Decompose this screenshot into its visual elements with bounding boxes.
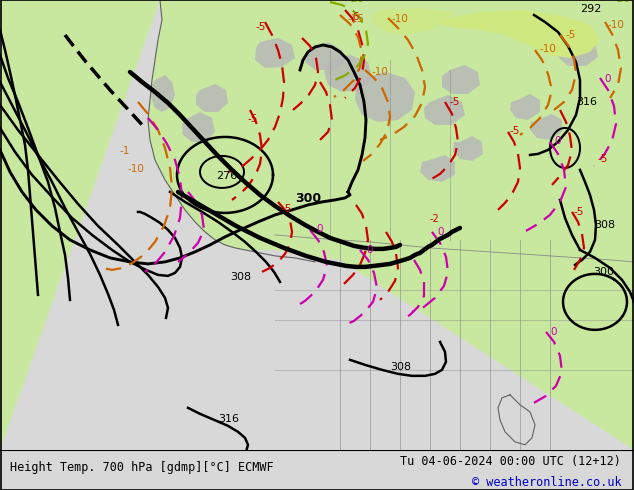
Polygon shape [510, 94, 540, 120]
Text: © weatheronline.co.uk: © weatheronline.co.uk [472, 476, 621, 490]
Text: -1: -1 [120, 146, 131, 156]
Polygon shape [420, 155, 455, 182]
Text: -6: -6 [350, 12, 360, 22]
Text: -20: -20 [614, 0, 631, 4]
Text: 0: 0 [604, 74, 611, 84]
Text: 0: 0 [316, 224, 323, 234]
Text: -5: -5 [598, 154, 609, 164]
Text: Tu 04-06-2024 00:00 UTC (12+12): Tu 04-06-2024 00:00 UTC (12+12) [401, 455, 621, 467]
Text: -5: -5 [510, 126, 521, 136]
Polygon shape [324, 55, 372, 92]
Text: -2: -2 [430, 214, 440, 224]
Text: 308: 308 [390, 362, 411, 372]
Text: 300: 300 [593, 267, 614, 277]
Text: 276: 276 [216, 171, 238, 181]
Text: -10: -10 [392, 14, 409, 24]
Text: -5: -5 [565, 30, 576, 40]
Polygon shape [424, 95, 465, 125]
Text: 0: 0 [437, 227, 444, 237]
Polygon shape [355, 72, 415, 122]
Polygon shape [305, 42, 345, 70]
Text: 300: 300 [295, 192, 321, 205]
Polygon shape [530, 114, 562, 140]
Text: -10: -10 [608, 20, 625, 30]
Text: 308: 308 [230, 272, 251, 282]
Polygon shape [440, 10, 600, 58]
Text: 316: 316 [576, 97, 597, 107]
Text: -5: -5 [255, 22, 266, 32]
Text: -15: -15 [348, 14, 365, 24]
Text: -10: -10 [372, 67, 389, 77]
Text: -5: -5 [574, 207, 585, 217]
Text: -5: -5 [248, 114, 259, 124]
Text: 316: 316 [218, 414, 239, 424]
Polygon shape [558, 38, 598, 66]
Text: 308: 308 [594, 220, 615, 230]
Polygon shape [0, 0, 634, 450]
Polygon shape [255, 38, 295, 68]
Text: 0: 0 [550, 327, 557, 337]
Text: -20: -20 [348, 0, 365, 4]
Text: -10: -10 [540, 44, 557, 54]
Text: -5: -5 [282, 204, 292, 214]
Polygon shape [442, 65, 480, 94]
Text: -10: -10 [128, 164, 145, 174]
Polygon shape [196, 84, 228, 112]
Text: -5: -5 [449, 97, 460, 107]
Polygon shape [182, 112, 215, 142]
Polygon shape [150, 75, 175, 112]
Text: 0: 0 [554, 136, 560, 146]
Polygon shape [453, 136, 483, 161]
Text: Height Temp. 700 hPa [gdmp][°C] ECMWF: Height Temp. 700 hPa [gdmp][°C] ECMWF [10, 462, 273, 474]
Text: 292: 292 [580, 4, 602, 14]
Text: 0: 0 [366, 245, 373, 255]
Polygon shape [372, 8, 455, 35]
